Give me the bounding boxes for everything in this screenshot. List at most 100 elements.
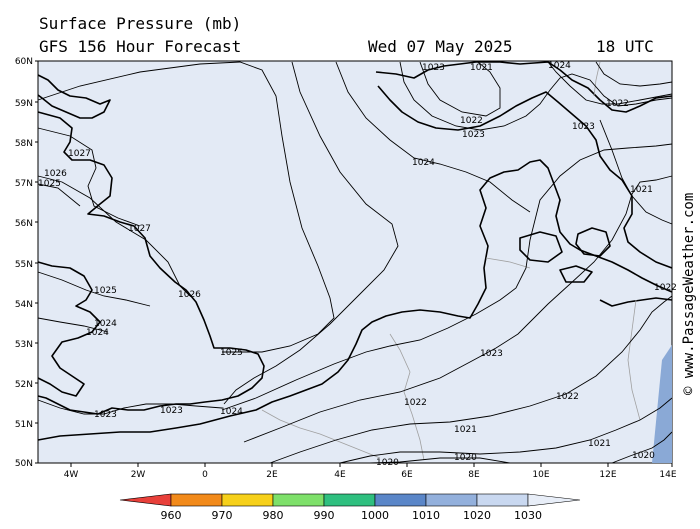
forecast-time: 18 UTC xyxy=(596,37,654,56)
lat-label: 56N xyxy=(15,219,33,229)
isobar-label: 1022 xyxy=(606,99,629,109)
isobar-1021-east xyxy=(599,119,673,225)
lat-label: 51N xyxy=(15,420,33,430)
isobar-1022-ne xyxy=(547,61,673,105)
isobar-label: 1021 xyxy=(588,439,611,449)
isobar-label: 1027 xyxy=(128,224,151,234)
isobar-label: 1023 xyxy=(422,63,445,73)
scotland-north xyxy=(37,74,111,119)
border-no-se xyxy=(593,61,601,97)
danish-island-3 xyxy=(559,265,593,283)
isobar-1021-south xyxy=(339,397,673,464)
isobar-label: 1026 xyxy=(44,169,67,179)
pressure-legend xyxy=(119,493,581,507)
lon-label: 0 xyxy=(202,470,208,480)
low-pressure-shading xyxy=(652,345,672,463)
lon-label: 4W xyxy=(64,470,79,480)
legend-label: 1000 xyxy=(361,509,389,522)
isobar-label: 1024 xyxy=(94,319,117,329)
isobar-labels: 1021 1022 1023 1024 1027 1026 1025 1027 … xyxy=(38,61,677,468)
map-title: Surface Pressure (mb) xyxy=(39,14,242,33)
isobar-1020-south xyxy=(369,457,511,464)
legend-left-arrow xyxy=(119,493,172,507)
legend-label: 980 xyxy=(263,509,284,522)
isobar-label: 1024 xyxy=(548,61,571,71)
site-credit: © www.PassageWeather.com xyxy=(681,193,697,395)
isobar-1022-north-loop xyxy=(419,61,501,117)
isobar-label: 1025 xyxy=(38,179,61,189)
isobar-label: 1022 xyxy=(460,116,483,126)
isobar-label: 1020 xyxy=(454,453,477,463)
isobar-label: 1023 xyxy=(480,349,503,359)
lat-label: 55N xyxy=(15,260,33,270)
legend-swatch xyxy=(221,493,274,507)
isobar-big-1026 xyxy=(37,61,335,353)
lat-label: 60N xyxy=(15,57,33,67)
isobar-1023-mid xyxy=(243,175,673,443)
lon-label: 10E xyxy=(532,470,549,480)
isobar-label: 1021 xyxy=(630,185,653,195)
lat-label: 58N xyxy=(15,139,33,149)
isobar-label: 1022 xyxy=(404,398,427,408)
isobar-1022-south xyxy=(269,295,673,464)
legend-label: 1020 xyxy=(463,509,491,522)
border-fr-be xyxy=(261,409,381,459)
norway-south xyxy=(377,85,673,269)
legend-label: 960 xyxy=(161,509,182,522)
lat-label: 59N xyxy=(15,99,33,109)
isobar-label: 1022 xyxy=(556,392,579,402)
map-background xyxy=(37,60,673,464)
legend-right-arrow xyxy=(527,493,581,507)
lon-label: 2E xyxy=(266,470,278,480)
legend-label: 1030 xyxy=(514,509,542,522)
longitude-ticks xyxy=(70,463,673,467)
isobar-label: 1023 xyxy=(462,130,485,140)
country-borders xyxy=(261,61,641,461)
isobar-label: 1024 xyxy=(86,328,109,338)
forecast-model: GFS 156 Hour Forecast xyxy=(39,37,242,56)
lat-label: 53N xyxy=(15,340,33,350)
legend-labels: 960 970 980 990 1000 1010 1020 1030 xyxy=(161,509,543,522)
legend-label: 990 xyxy=(314,509,335,522)
latitude-ticks xyxy=(35,60,38,464)
isobar-label: 1026 xyxy=(178,290,201,300)
danish-island-1 xyxy=(519,231,563,263)
isobar-label: 1023 xyxy=(572,122,595,132)
isobar-label: 1023 xyxy=(94,410,117,420)
isobar-1025-west xyxy=(37,271,151,307)
isobar-label: 1023 xyxy=(160,406,183,416)
isobar-label: 1021 xyxy=(454,425,477,435)
uk-coastline xyxy=(37,111,265,415)
isobar-label: 1025 xyxy=(220,348,243,358)
latitude-labels: 60N 59N 58N 57N 56N 55N 54N 53N 52N 51N … xyxy=(15,57,33,469)
isobar-label: 1025 xyxy=(94,286,117,296)
isobar-label: 1027 xyxy=(68,149,91,159)
isobar-label: 1022 xyxy=(654,283,677,293)
legend-label: 1010 xyxy=(412,509,440,522)
isobar-1025-a xyxy=(37,183,81,207)
legend-swatch xyxy=(476,493,529,507)
lat-label: 50N xyxy=(15,459,33,469)
isobar-1024-north xyxy=(335,61,531,213)
uk-west-coast xyxy=(37,261,101,397)
isobars xyxy=(37,61,673,464)
isobar-1023-north xyxy=(399,61,673,131)
legend-swatch xyxy=(272,493,325,507)
isobar-label: 1020 xyxy=(632,451,655,461)
isobar-1024-west xyxy=(37,317,109,333)
lon-label: 12E xyxy=(599,470,616,480)
legend-label: 970 xyxy=(212,509,233,522)
lon-label: 2W xyxy=(131,470,146,480)
isobar-label: 1021 xyxy=(470,63,493,73)
border-de-pl xyxy=(627,299,641,421)
lat-label: 54N xyxy=(15,300,33,310)
border-de-dk xyxy=(485,257,531,269)
danish-island-2 xyxy=(575,227,611,257)
longitude-labels: 4W 2W 0 2E 4E 6E 8E 10E 12E 14E xyxy=(64,470,677,480)
isobar-1020-east xyxy=(611,431,673,464)
isobar-1023-west xyxy=(37,399,223,415)
legend-swatch xyxy=(374,493,427,507)
isobar-label: 1024 xyxy=(412,158,435,168)
legend-swatch xyxy=(425,493,478,507)
